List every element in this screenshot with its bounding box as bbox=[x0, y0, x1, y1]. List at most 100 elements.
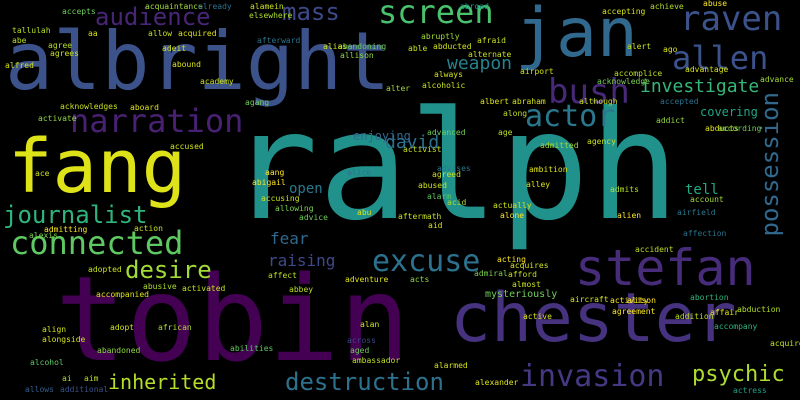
cloud-word: accepted bbox=[660, 97, 699, 106]
cloud-word: stefan bbox=[575, 239, 756, 297]
cloud-word: able bbox=[408, 44, 428, 53]
cloud-word: abilities bbox=[230, 344, 274, 353]
cloud-word: academy bbox=[200, 77, 234, 86]
cloud-word: adventure bbox=[345, 275, 389, 284]
cloud-word: jan bbox=[515, 0, 638, 73]
cloud-word: alternate bbox=[468, 50, 512, 59]
cloud-word: alien bbox=[617, 211, 642, 220]
cloud-word: abusive bbox=[143, 282, 177, 291]
cloud-word: alcohol bbox=[30, 358, 64, 367]
cloud-word: activate bbox=[38, 114, 77, 123]
cloud-word: raising bbox=[268, 251, 336, 270]
cloud-word: accomplice bbox=[614, 69, 663, 78]
cloud-word: invasion bbox=[520, 359, 665, 394]
cloud-word: alias bbox=[323, 42, 348, 51]
cloud-word: although bbox=[579, 97, 618, 106]
cloud-word: aged bbox=[350, 346, 370, 355]
cloud-word: abu bbox=[357, 208, 372, 217]
cloud-word: admiral bbox=[474, 269, 508, 278]
cloud-word: alarm bbox=[427, 192, 452, 201]
cloud-word: alongside bbox=[42, 335, 86, 344]
cloud-word: acknowledge bbox=[597, 77, 650, 86]
cloud-word: across bbox=[347, 336, 376, 345]
cloud-word: audience bbox=[95, 3, 211, 31]
cloud-word: actually bbox=[493, 201, 532, 210]
cloud-word: covering bbox=[700, 105, 758, 119]
cloud-word: activated bbox=[182, 284, 226, 293]
cloud-word: abandoning bbox=[338, 42, 387, 51]
cloud-word: david bbox=[385, 132, 440, 153]
cloud-word: achieve bbox=[650, 2, 684, 11]
cloud-word: agreement bbox=[612, 307, 656, 316]
cloud-word: agreed bbox=[432, 170, 461, 179]
cloud-word: adopt bbox=[110, 323, 135, 332]
cloud-word: screen bbox=[378, 0, 494, 31]
cloud-word: activist bbox=[403, 145, 442, 154]
cloud-word: allison bbox=[340, 51, 374, 60]
cloud-word: acquaintance bbox=[145, 2, 203, 11]
cloud-word: according bbox=[718, 124, 762, 133]
cloud-word: abused bbox=[418, 181, 447, 190]
cloud-word: alter bbox=[386, 84, 411, 93]
cloud-word: abraham bbox=[512, 97, 546, 106]
cloud-word: abandoned bbox=[97, 346, 141, 355]
cloud-word: journalist bbox=[3, 201, 148, 229]
cloud-word: desire bbox=[125, 256, 212, 284]
cloud-word: excuse bbox=[372, 244, 481, 279]
cloud-word: abducts bbox=[705, 124, 739, 133]
cloud-word: accompany bbox=[714, 322, 758, 331]
cloud-word: advanced bbox=[427, 128, 466, 137]
cloud-word: albert bbox=[480, 97, 509, 106]
cloud-word: acquired bbox=[178, 29, 217, 38]
cloud-word: aid bbox=[428, 221, 443, 230]
cloud-word: abe bbox=[12, 36, 27, 45]
cloud-word: abound bbox=[172, 60, 201, 69]
cloud-word: advance bbox=[760, 75, 794, 84]
cloud-word: affair bbox=[710, 308, 739, 317]
cloud-word: always bbox=[434, 70, 463, 79]
cloud-word: possession bbox=[756, 92, 784, 237]
cloud-word: alison bbox=[627, 296, 656, 305]
cloud-word: ambition bbox=[529, 165, 568, 174]
cloud-word: actress bbox=[733, 386, 767, 395]
cloud-word: accepts bbox=[62, 7, 96, 16]
cloud-word: acquires bbox=[510, 261, 549, 270]
cloud-word: admits bbox=[610, 185, 639, 194]
cloud-word: acting bbox=[497, 255, 526, 264]
cloud-word: alan bbox=[360, 320, 380, 329]
cloud-word: accident bbox=[635, 245, 674, 254]
cloud-word: addition bbox=[675, 312, 714, 321]
cloud-word: advantage bbox=[685, 65, 729, 74]
cloud-word: alice bbox=[347, 168, 372, 177]
cloud-word: tell bbox=[685, 182, 719, 198]
cloud-word: ai bbox=[62, 374, 72, 383]
cloud-word: aa bbox=[88, 29, 98, 38]
cloud-word: almost bbox=[512, 280, 541, 289]
cloud-word: afford bbox=[508, 270, 537, 279]
cloud-word: enjoying bbox=[353, 129, 411, 143]
cloud-word: elsewhere bbox=[249, 11, 293, 20]
cloud-word: accused bbox=[170, 142, 204, 151]
cloud-word: fear bbox=[270, 229, 309, 248]
cloud-word: psychic bbox=[692, 362, 785, 387]
cloud-word: alexis bbox=[29, 231, 58, 240]
cloud-word: tobin bbox=[55, 250, 411, 388]
cloud-word: affect bbox=[268, 271, 297, 280]
cloud-word: allows bbox=[25, 385, 54, 394]
cloud-word: accusing bbox=[261, 194, 300, 203]
cloud-word: accepting bbox=[602, 7, 646, 16]
cloud-word: alley bbox=[526, 180, 551, 189]
cloud-word: abroad bbox=[460, 2, 489, 11]
cloud-word: open bbox=[289, 181, 323, 197]
cloud-word: active bbox=[523, 312, 552, 321]
cloud-word: admitted bbox=[540, 141, 579, 150]
cloud-word: allen bbox=[672, 39, 769, 77]
cloud-word: airfield bbox=[677, 208, 716, 217]
cloud-word: mysteriously bbox=[485, 289, 558, 300]
cloud-word: afterward bbox=[257, 36, 301, 45]
cloud-word: ambassador bbox=[352, 356, 401, 365]
cloud-word: abduction bbox=[737, 305, 781, 314]
cloud-word: aboard bbox=[130, 103, 159, 112]
cloud-word: african bbox=[158, 323, 192, 332]
